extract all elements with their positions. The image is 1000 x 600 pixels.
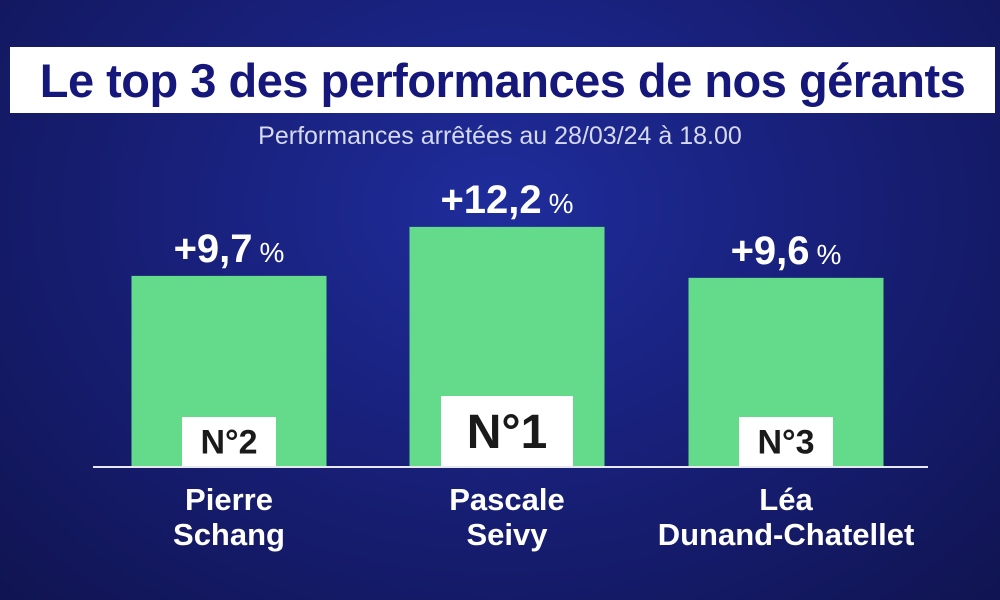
manager-name-1: Pierre Schang	[79, 482, 379, 552]
data-label-2: +12,2%	[440, 178, 573, 222]
manager-name-2: Pascale Seivy	[357, 482, 657, 552]
rank-badge-3	[739, 417, 833, 466]
rank-badge-2	[441, 396, 573, 466]
data-label-3: +9,6%	[731, 229, 842, 273]
manager-name-first: Pascale	[449, 482, 565, 517]
chart-subtitle: Performances arrêtées au 28/03/24 à 18.0…	[258, 122, 742, 150]
data-label-1: +9,7%	[174, 227, 285, 271]
rank-label-1: N°2	[200, 424, 257, 462]
title-banner: Le top 3 des performances de nos gérants	[10, 47, 995, 113]
rank-badge-1	[182, 417, 276, 466]
manager-name-3: Léa Dunand-Chatellet	[636, 482, 936, 552]
rank-label-2: N°1	[467, 406, 548, 459]
manager-name-first: Léa	[759, 482, 813, 517]
manager-name-first: Pierre	[185, 482, 273, 517]
manager-name-last: Dunand-Chatellet	[657, 517, 915, 552]
chart-title: Le top 3 des performances de nos gérants	[39, 53, 966, 107]
manager-name-last: Schang	[173, 517, 285, 552]
manager-name-last: Seivy	[466, 517, 548, 552]
rank-label-3: N°3	[757, 424, 814, 462]
